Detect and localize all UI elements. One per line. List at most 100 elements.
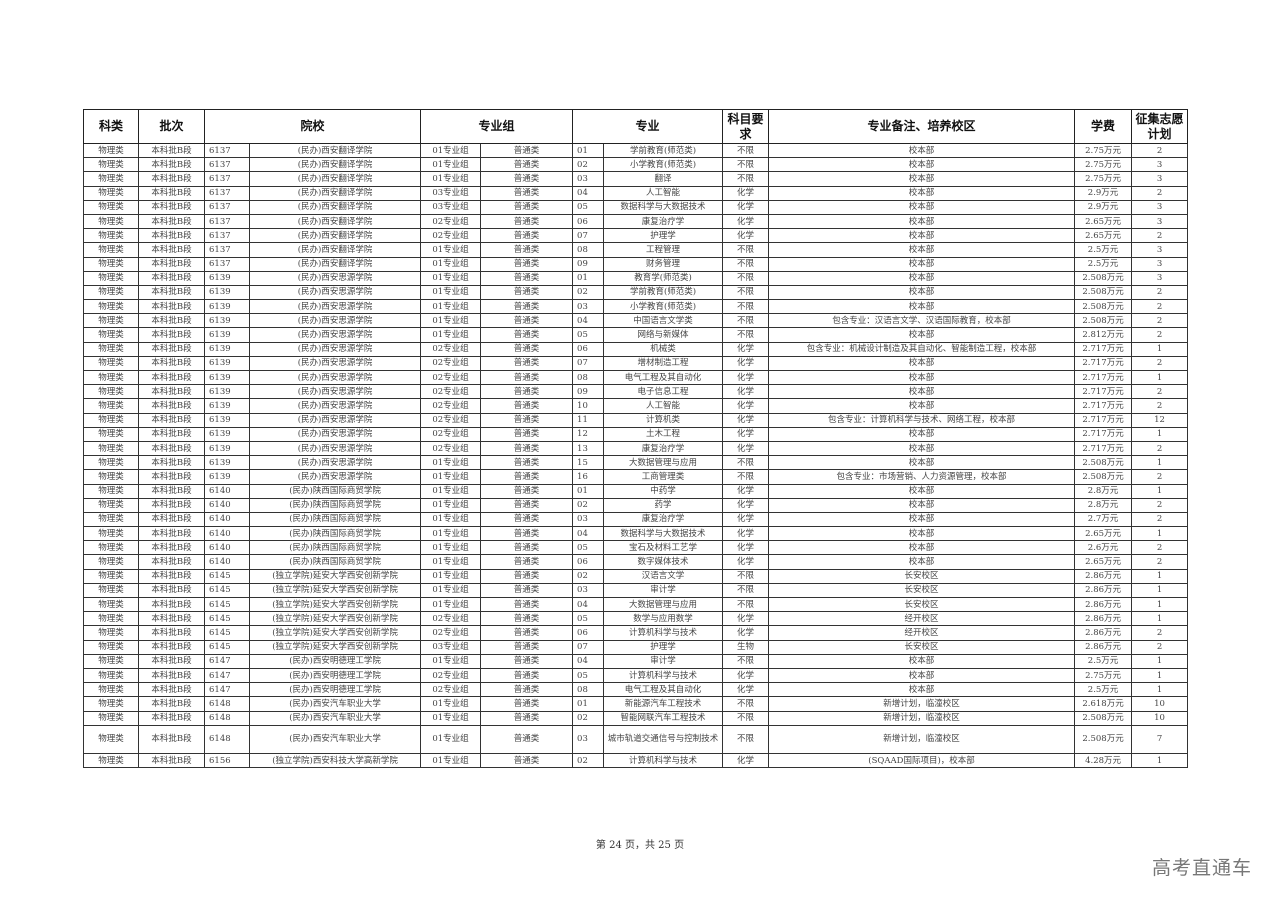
cell-group-type: 普通类 [480,611,574,627]
cell-category: 物理类 [83,355,139,372]
cell-group-type: 普通类 [480,426,574,442]
cell-batch: 本科批B段 [138,625,205,641]
table-row: 物理类 本科批B段 6156 (独立学院)西安科技大学高新学院 01专业组 普通类 02 计算… [83,753,1189,769]
cell-subject-requirement: 不限 [722,568,770,584]
cell-tuition: 2.717万元 [1074,426,1133,442]
cell-school-code: 6140 [204,554,250,570]
cell-group: 01专业组 [420,242,482,258]
cell-notes-campus: 校本部 [768,497,1076,513]
cell-category: 物理类 [83,398,139,414]
cell-group: 01专业组 [420,313,482,329]
cell-category: 物理类 [83,611,139,627]
cell-school-code: 6140 [204,511,250,528]
cell-major-name: 新能源汽车工程技术 [603,696,724,712]
cell-subject-requirement: 化学 [722,511,770,528]
cell-major-code: 07 [572,639,605,655]
cell-batch: 本科批B段 [138,667,205,684]
cell-school-name: (民办)西安思源学院 [248,384,422,400]
cell-plan-count: 3 [1131,157,1189,173]
cell-major-name: 人工智能 [603,398,724,414]
cell-category: 物理类 [83,497,139,513]
cell-group-type: 普通类 [480,256,574,272]
cell-group: 01专业组 [420,526,482,542]
table-row: 物理类 本科批B段 6137 (民办)西安翻译学院 03专业组 普通类 04 人工智能 化学 校本… [83,185,1189,201]
cell-subject-requirement: 不限 [722,242,770,258]
cell-school-name: (独立学院)延安大学西安创新学院 [248,582,422,599]
cell-major-name: 宝石及材料工艺学 [603,540,724,556]
cell-group: 01专业组 [420,171,482,187]
cell-subject-requirement: 化学 [722,369,770,386]
cell-major-name: 小学教育(师范类) [603,299,724,315]
cell-group-type: 普通类 [480,639,574,655]
cell-school-code: 6139 [204,398,250,414]
cell-group: 01专业组 [420,455,482,471]
cell-batch: 本科批B段 [138,469,205,485]
cell-batch: 本科批B段 [138,653,205,669]
cell-group: 01专业组 [420,469,482,485]
cell-school-name: (民办)西安思源学院 [248,369,422,386]
cell-notes-campus: 长安校区 [768,582,1076,599]
cell-category: 物理类 [83,582,139,599]
cell-school-code: 6145 [204,568,250,584]
cell-tuition: 2.717万元 [1074,355,1133,372]
cell-subject-requirement: 化学 [722,483,770,499]
cell-major-code: 02 [572,710,605,726]
cell-plan-count: 3 [1131,270,1189,286]
cell-subject-requirement: 不限 [722,710,770,726]
cell-school-name: (民办)西安思源学院 [248,270,422,286]
cell-school-code: 6137 [204,242,250,258]
cell-major-name: 机械类 [603,341,724,357]
table-row: 物理类 本科批B段 6137 (民办)西安翻译学院 02专业组 普通类 07 护理学 化学 校本部… [83,228,1189,244]
cell-group: 02专业组 [420,228,482,244]
header-notes-campus: 专业备注、培养校区 [768,109,1076,144]
cell-notes-campus: 新增计划，临潼校区 [768,696,1076,712]
cell-group-type: 普通类 [480,242,574,258]
cell-notes-campus: 校本部 [768,299,1076,315]
cell-notes-campus: 校本部 [768,398,1076,414]
cell-school-code: 6139 [204,327,250,343]
header-tuition: 学费 [1074,109,1133,144]
cell-tuition: 2.508万元 [1074,299,1133,315]
cell-major-name: 审计学 [603,653,724,669]
header-major-group: 专业组 [420,109,574,144]
cell-school-code: 6140 [204,483,250,499]
cell-plan-count: 1 [1131,369,1189,386]
cell-major-code: 15 [572,455,605,471]
table-header-row: 科类 批次 院校 专业组 专业 科目要求 专业备注、培养校区 学费 征集志愿计划 [83,109,1189,144]
cell-major-code: 05 [572,199,605,215]
table-row: 物理类 本科批B段 6148 (民办)西安汽车职业大学 01专业组 普通类 02 智能网联汽车… [83,710,1189,726]
cell-major-code: 16 [572,469,605,485]
cell-category: 物理类 [83,341,139,357]
cell-major-code: 02 [572,568,605,584]
cell-major-code: 02 [572,753,605,769]
cell-category: 物理类 [83,667,139,684]
table-row: 物理类 本科批B段 6148 (民办)西安汽车职业大学 01专业组 普通类 01 新能源汽车工… [83,696,1189,712]
cell-school-code: 6145 [204,596,250,613]
cell-batch: 本科批B段 [138,384,205,400]
cell-school-name: (民办)西安明德理工学院 [248,682,422,698]
cell-notes-campus: 长安校区 [768,639,1076,655]
cell-group: 01专业组 [420,696,482,712]
cell-school-name: (民办)陕西国际商贸学院 [248,511,422,528]
cell-school-code: 6139 [204,270,250,286]
cell-notes-campus: 校本部 [768,540,1076,556]
cell-school-code: 6148 [204,724,250,755]
cell-major-name: 教育学(师范类) [603,270,724,286]
header-subject-requirement: 科目要求 [722,109,770,144]
cell-school-name: (民办)西安思源学院 [248,455,422,471]
page-footer: 第 24 页，共 25 页 [595,840,685,851]
watermark: 高考直通车 [1151,857,1252,879]
cell-tuition: 2.717万元 [1074,369,1133,386]
cell-tuition: 2.5万元 [1074,682,1133,698]
cell-batch: 本科批B段 [138,710,205,726]
cell-notes-campus: 校本部 [768,526,1076,542]
cell-major-code: 06 [572,625,605,641]
cell-plan-count: 3 [1131,256,1189,272]
cell-category: 物理类 [83,270,139,286]
cell-notes-campus: (SQAAD国际项目)，校本部 [768,753,1076,769]
cell-school-name: (民办)西安翻译学院 [248,185,422,201]
cell-school-name: (民办)西安翻译学院 [248,171,422,187]
cell-group: 01专业组 [420,653,482,669]
cell-tuition: 2.8万元 [1074,483,1133,499]
cell-major-code: 02 [572,497,605,513]
